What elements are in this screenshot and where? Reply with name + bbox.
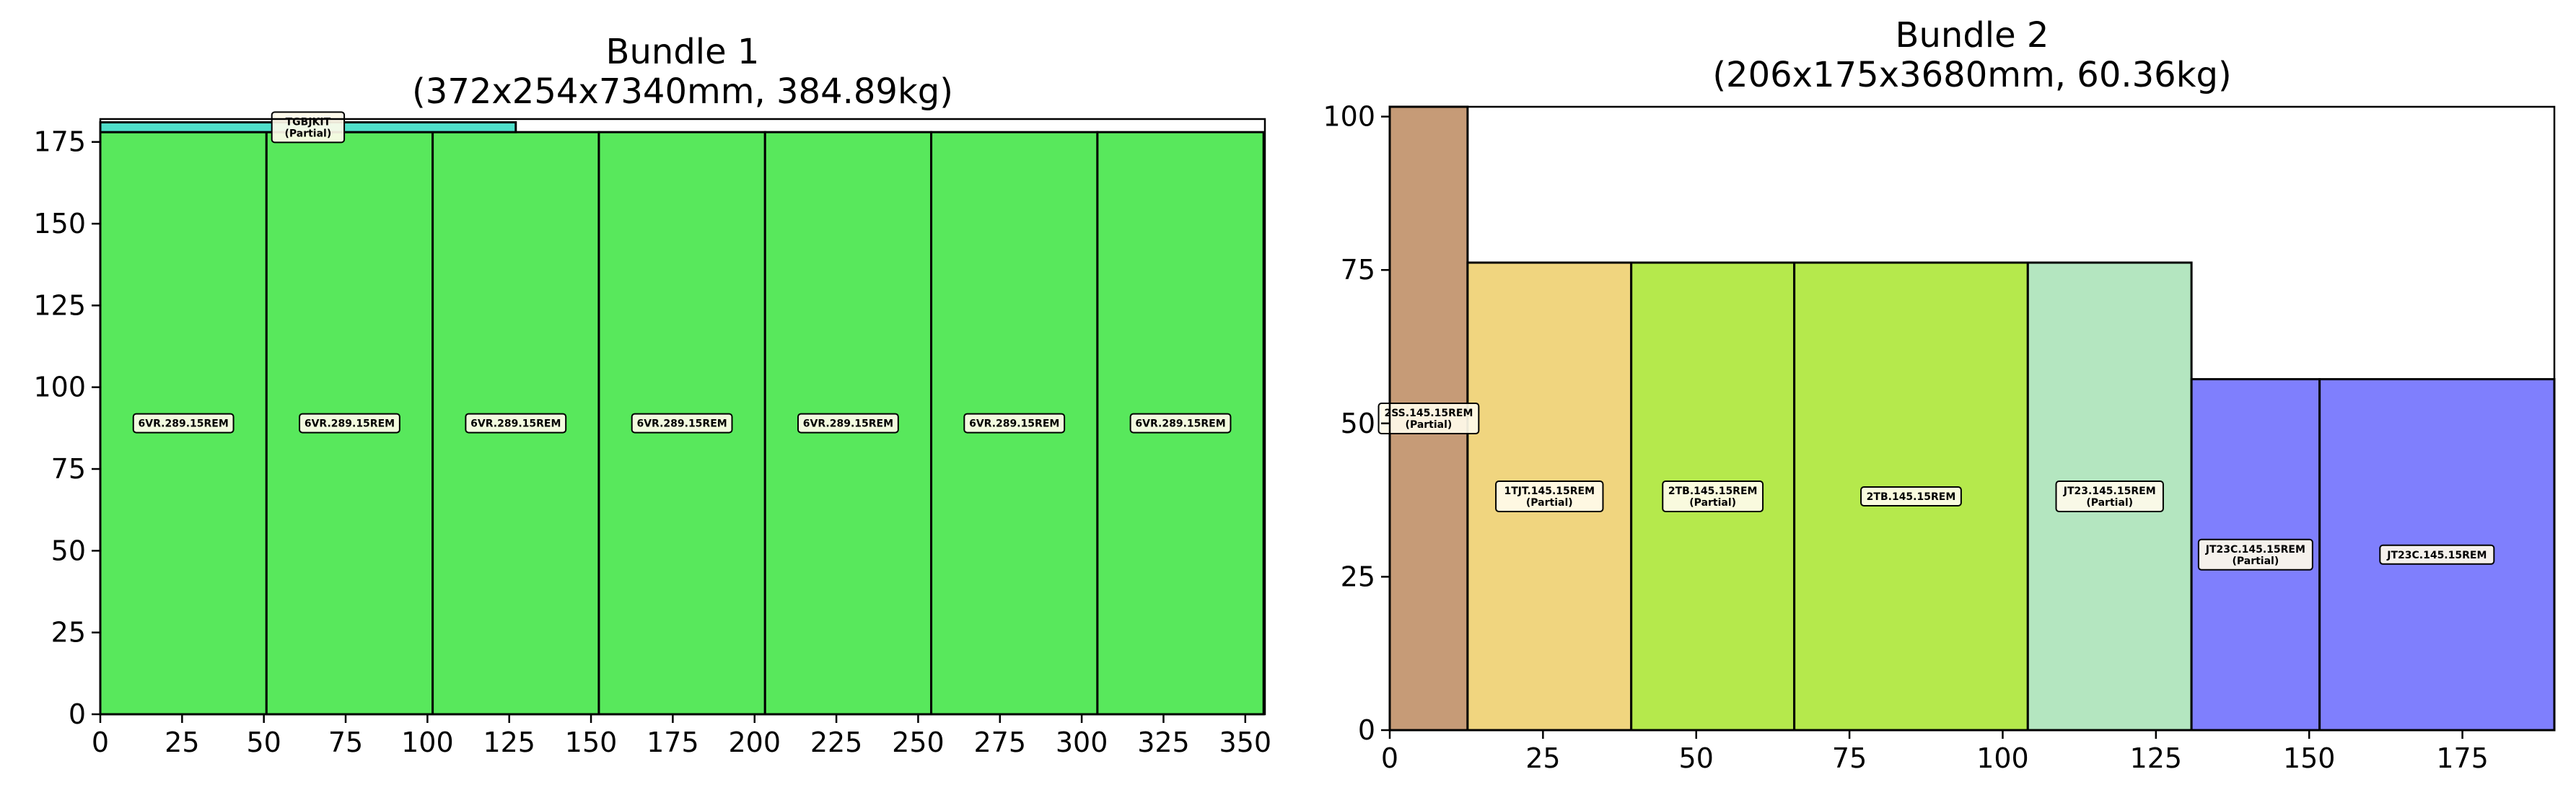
bundle-1-box-label-text-6: 6VR.289.15REM bbox=[1135, 418, 1225, 430]
bundle-1-box-label-text-0: 6VR.289.15REM bbox=[139, 418, 229, 430]
bundle-1-x-tick-label-13: 325 bbox=[1137, 727, 1190, 758]
bundle-2-box-label-partial-5: (Partial) bbox=[2232, 556, 2279, 567]
bundle-1-box-label-text-5: 6VR.289.15REM bbox=[969, 418, 1059, 430]
bundle-2-box-label-bg-2 bbox=[1662, 481, 1764, 512]
bundle-1-x-tick-label-14: 350 bbox=[1219, 727, 1272, 758]
bundle-1-x-tick-label-1: 25 bbox=[165, 727, 199, 758]
bundle-2-subtitle: (206x175x3680mm, 60.36kg) bbox=[1712, 55, 2231, 95]
bundle-2-x-tick-label-3: 75 bbox=[1832, 742, 1867, 774]
bundle-1-y-tick-label-2: 50 bbox=[51, 535, 86, 566]
bundle-2-box-label-text-0: 2SS.145.15REM bbox=[1384, 408, 1473, 419]
bundle-2-axes-frame bbox=[1388, 105, 2556, 732]
bundle-1-box-label-bg-2 bbox=[465, 413, 567, 434]
bundle-1-box-label-7: TGBJKIT(Partial) bbox=[271, 111, 346, 144]
bundle-1-box-label-text-7: TGBJKIT bbox=[286, 116, 331, 128]
bundle-2-box-label-text-1: 1TJT.145.15REM bbox=[1504, 486, 1595, 497]
bundle-1-box-label-2: 6VR.289.15REM bbox=[465, 413, 567, 434]
bundle-1-x-tick-label-5: 125 bbox=[483, 727, 535, 758]
bundle-1-x-tick-label-2: 50 bbox=[247, 727, 281, 758]
bundle-2-x-tick-label-0: 0 bbox=[1381, 742, 1398, 774]
bundle-2-y-tick-label-0: 0 bbox=[1358, 714, 1375, 746]
bundle-2-x-tick-label-2: 50 bbox=[1679, 742, 1714, 774]
bundle-1-box-label-partial-7: (Partial) bbox=[284, 128, 331, 139]
bundle-1-box-label-text-1: 6VR.289.15REM bbox=[305, 418, 395, 430]
bundle-1-box-label-0: 6VR.289.15REM bbox=[132, 413, 235, 434]
bundle-1-box-label-text-2: 6VR.289.15REM bbox=[470, 418, 561, 430]
bundle-1-title: Bundle 1 bbox=[606, 32, 760, 72]
bundle-2-box-label-bg-5 bbox=[2197, 538, 2313, 571]
bundle-2-box-label-2: 2TB.145.15REM(Partial) bbox=[1662, 481, 1764, 512]
bundle-2-box-label-partial-4: (Partial) bbox=[2086, 497, 2133, 509]
bundle-2-plot-area: 2SS.145.15REM(Partial)1TJT.145.15REM(Par… bbox=[1323, 101, 2556, 774]
bundle-1-box-label-3: 6VR.289.15REM bbox=[631, 413, 733, 434]
bundle-1-y-tick-label-6: 150 bbox=[33, 208, 86, 240]
bundle-2-y-tick-label-2: 50 bbox=[1341, 408, 1375, 439]
bundle-1-y-tick-label-7: 175 bbox=[33, 126, 86, 158]
bundle-2-box-label-partial-0: (Partial) bbox=[1406, 419, 1453, 431]
bundle-1-box-label-bg-0 bbox=[132, 413, 235, 434]
bundle-1-x-tick-label-7: 175 bbox=[647, 727, 699, 758]
bundle-2-box-label-bg-3 bbox=[1860, 486, 1962, 506]
bundle-2-box-label-bg-0 bbox=[1377, 403, 1480, 434]
bundle-1-box-label-5: 6VR.289.15REM bbox=[963, 413, 1066, 434]
bundle-1-x-tick-label-11: 275 bbox=[974, 727, 1027, 758]
bundle-2-y-tick-label-4: 100 bbox=[1323, 101, 1375, 133]
bundle-2-box-label-text-6: JT23C.145.15REM bbox=[2386, 550, 2487, 561]
bundle-1-panel: Bundle 1 (372x254x7340mm, 384.89kg) 6VR.… bbox=[33, 32, 1271, 758]
bundle-1-x-tick-label-10: 250 bbox=[892, 727, 945, 758]
bundle-1-box-label-6: 6VR.289.15REM bbox=[1129, 413, 1232, 434]
bundle-1-y-tick-label-5: 125 bbox=[33, 289, 86, 321]
bundle-2-y-tick-label-1: 25 bbox=[1341, 561, 1375, 592]
bundle-1-box-label-1: 6VR.289.15REM bbox=[299, 413, 400, 434]
bundle-1-y-tick-label-1: 25 bbox=[51, 617, 86, 649]
bundle-1-box-label-text-3: 6VR.289.15REM bbox=[636, 418, 727, 430]
bundle-2-panel: Bundle 2 (206x175x3680mm, 60.36kg) 2SS.1… bbox=[1323, 15, 2556, 774]
bundle-1-x-tick-label-9: 225 bbox=[810, 727, 863, 758]
bundle-1-x-tick-label-8: 200 bbox=[728, 727, 781, 758]
bundle-1-y-tick-label-4: 100 bbox=[33, 372, 86, 403]
bundle-1-box-label-bg-1 bbox=[299, 413, 400, 434]
bundle-2-box-label-0: 2SS.145.15REM(Partial) bbox=[1377, 403, 1480, 434]
bundle-2-box-label-1: 1TJT.145.15REM(Partial) bbox=[1495, 481, 1604, 512]
bundle-2-x-tick-label-5: 125 bbox=[2130, 742, 2183, 774]
bundle-1-plot-area: 6VR.289.15REM 6VR.289.15REM 6VR.289.15REM 6… bbox=[33, 111, 1272, 758]
bundle-1-box-label-bg-5 bbox=[963, 413, 1066, 434]
bundle-1-x-tick-label-12: 300 bbox=[1056, 727, 1108, 758]
bundle-2-x-tick-label-1: 25 bbox=[1525, 742, 1560, 774]
bundle-2-box-label-6: JT23C.145.15REM bbox=[2379, 544, 2495, 565]
bundle-1-box-label-bg-3 bbox=[631, 413, 733, 434]
bundle-2-box-label-text-3: 2TB.145.15REM bbox=[1867, 491, 1956, 503]
bundle-1-x-tick-label-3: 75 bbox=[328, 727, 363, 758]
bundle-2-box-label-4: JT23.145.15REM(Partial) bbox=[2055, 481, 2164, 512]
bundle-2-box-label-bg-1 bbox=[1495, 481, 1604, 512]
bundle-1-subtitle: (372x254x7340mm, 384.89kg) bbox=[412, 71, 953, 112]
bundle-1-y-tick-label-0: 0 bbox=[69, 698, 86, 730]
bundle-1-x-tick-label-4: 100 bbox=[401, 727, 454, 758]
bundle-2-box-label-text-4: JT23.145.15REM bbox=[2063, 486, 2156, 497]
bundle-2-title: Bundle 2 bbox=[1896, 15, 2049, 56]
bundle-2-box-label-text-5: JT23C.145.15REM bbox=[2205, 544, 2305, 556]
bundle-2-x-tick-label-6: 150 bbox=[2283, 742, 2336, 774]
bundle-1-box-label-text-4: 6VR.289.15REM bbox=[803, 418, 893, 430]
bundle-2-box-label-5: JT23C.145.15REM(Partial) bbox=[2197, 538, 2313, 571]
bundle-1-y-tick-label-3: 75 bbox=[51, 453, 86, 485]
bundle-2-box-label-partial-1: (Partial) bbox=[1526, 497, 1573, 509]
bundle-2-x-tick-label-7: 175 bbox=[2436, 742, 2489, 774]
bundle-2-x-tick-label-4: 100 bbox=[1976, 742, 2029, 774]
bundle-1-axes-frame bbox=[99, 118, 1266, 716]
bundle-2-box-label-bg-6 bbox=[2379, 544, 2495, 565]
bundle-1-x-tick-label-0: 0 bbox=[92, 727, 109, 758]
bundle-2-box-label-text-2: 2TB.145.15REM bbox=[1668, 486, 1758, 497]
bundle-1-x-tick-label-6: 150 bbox=[565, 727, 618, 758]
bundle-1-box-label-4: 6VR.289.15REM bbox=[797, 413, 899, 434]
bundle-2-box-label-partial-2: (Partial) bbox=[1689, 497, 1736, 509]
bundle-2-box-label-3: 2TB.145.15REM bbox=[1860, 486, 1962, 506]
bundle-1-box-label-bg-6 bbox=[1129, 413, 1232, 434]
bundle-2-y-tick-label-3: 75 bbox=[1341, 254, 1375, 286]
bundle-2-box-label-bg-4 bbox=[2055, 481, 2164, 512]
bundle-1-box-label-bg-4 bbox=[797, 413, 899, 434]
